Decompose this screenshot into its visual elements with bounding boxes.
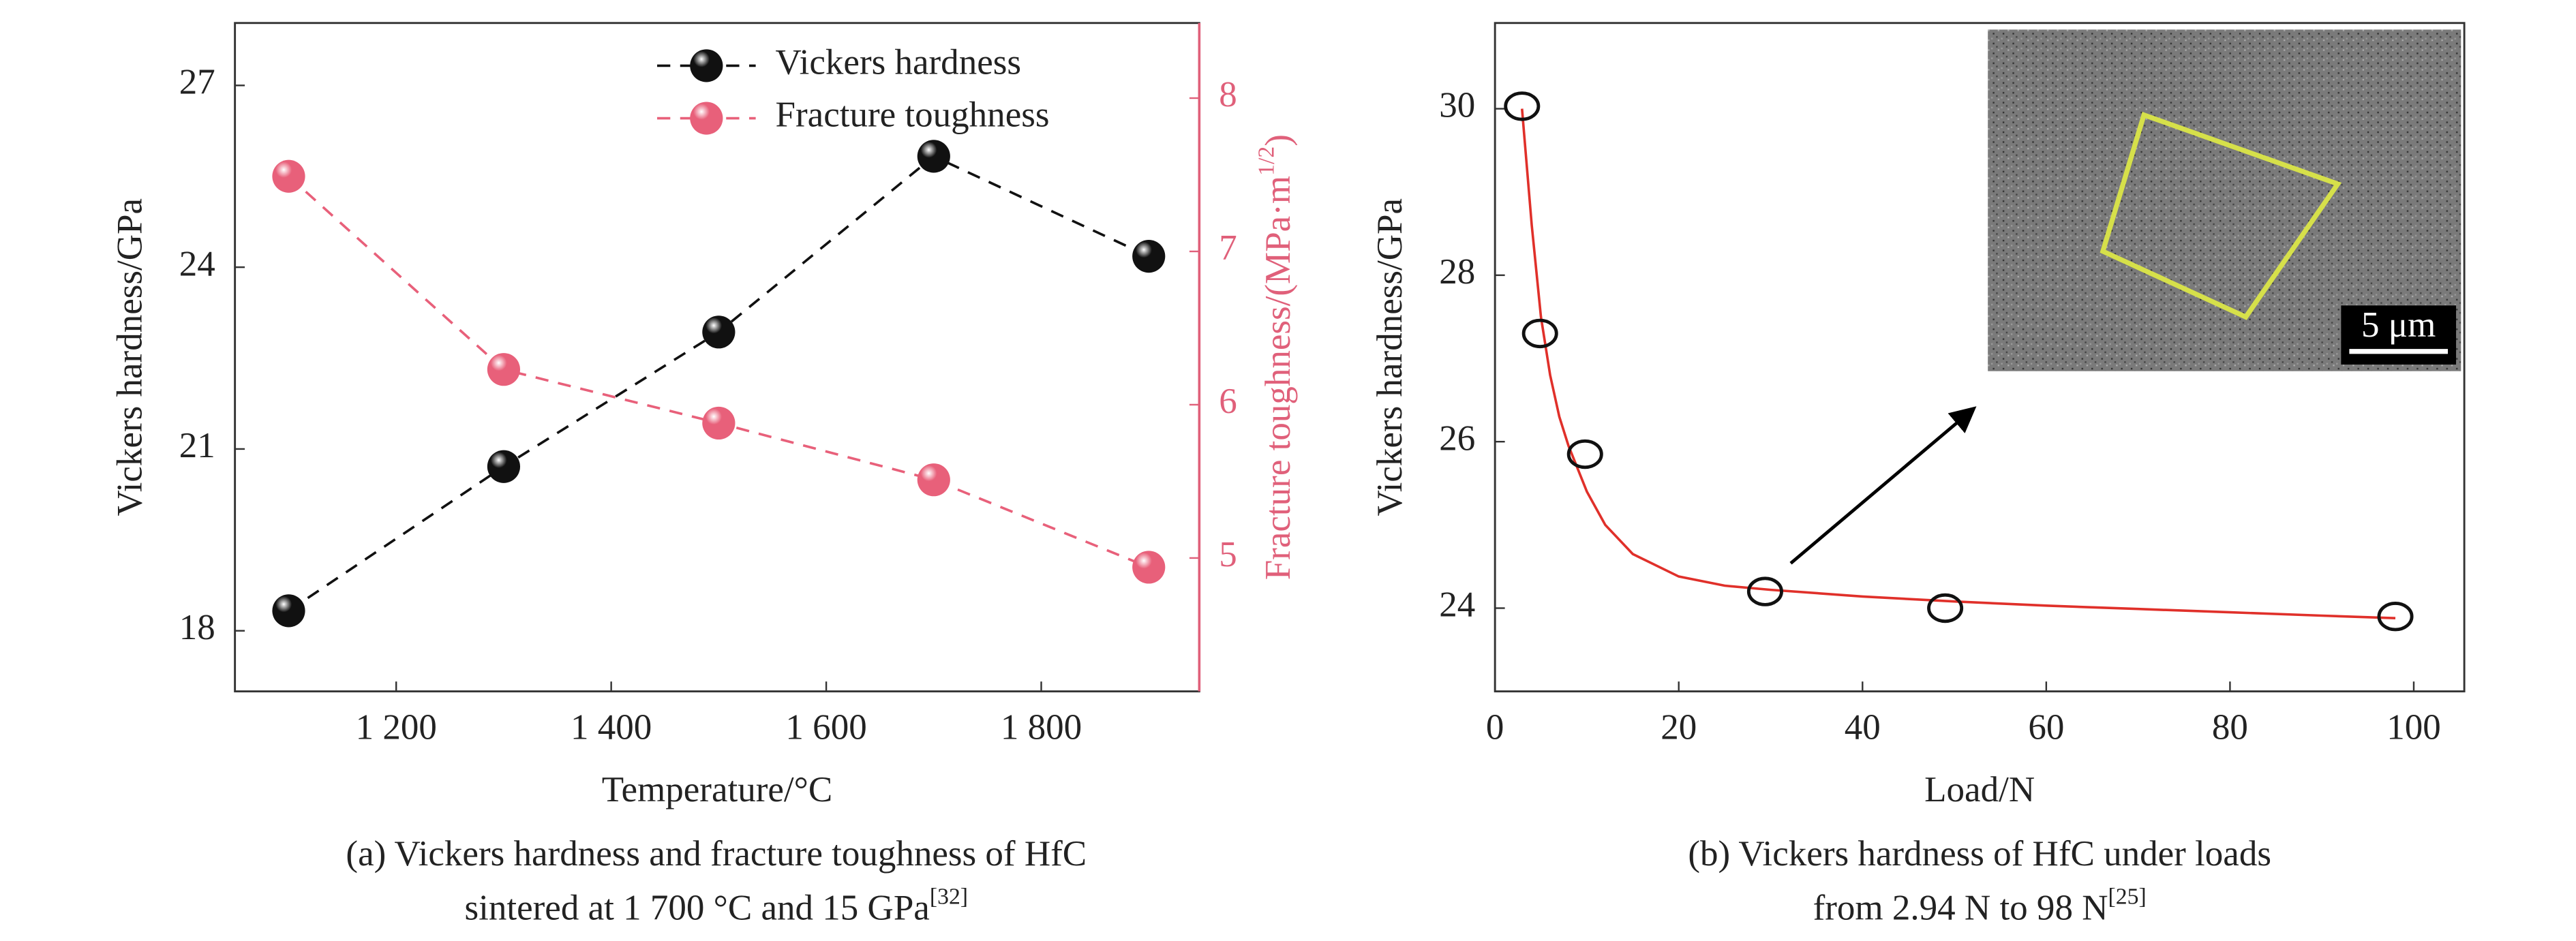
series-line: [288, 155, 1149, 612]
caption-line: (b) Vickers hardness of HfC under loads: [1688, 834, 2271, 874]
y2-axis-label-end: ): [1258, 134, 1298, 146]
point: [1504, 91, 1541, 121]
x-axis-label: Load/N: [1924, 770, 2035, 809]
y-tick-label: 27: [179, 63, 215, 102]
y-axis-label: Vickers hardness/GPa: [110, 198, 149, 516]
point: [272, 594, 305, 628]
series-line: [288, 175, 1149, 569]
x-tick-label: 1 800: [1001, 708, 1082, 747]
point: [1566, 439, 1603, 469]
caption-line: sintered at 1 700 °C and 15 GPa[32]: [465, 884, 969, 928]
scale-bar-label: 5 μm: [2361, 305, 2436, 345]
x-axis-label: Temperature/°C: [602, 770, 832, 809]
point: [917, 463, 950, 497]
x-tick-label: 100: [2386, 708, 2441, 747]
y2-axis-label-main: Fracture toughness/(MPa·m: [1258, 176, 1298, 580]
y2-axis-label-sup: 1/2: [1254, 146, 1279, 176]
y2-tick-label: 6: [1219, 382, 1237, 421]
x-tick-label: 1 200: [356, 708, 437, 747]
legend-marker: [690, 49, 723, 82]
x-tick-label: 40: [1845, 708, 1881, 747]
point: [1746, 576, 1783, 606]
fit-line: [1520, 108, 2396, 619]
y-tick-label: 18: [179, 608, 215, 647]
x-tick-label: 1 600: [785, 708, 866, 747]
caption-text: from 2.94 N to 98 N: [1813, 889, 2108, 928]
legend-label: Fracture toughness: [776, 95, 1050, 135]
x-tick-label: 60: [2028, 708, 2064, 747]
point: [917, 140, 950, 173]
point: [487, 450, 521, 483]
y2-tick-label: 7: [1219, 228, 1237, 268]
y-tick-label: 28: [1439, 252, 1475, 292]
y-axis-label: Vickers hardness/GPa: [1370, 198, 1410, 516]
indent-outline: [2100, 112, 2342, 320]
y-tick-label: 21: [179, 426, 215, 465]
caption-ref: [25]: [2108, 884, 2147, 909]
y-tick-label: 30: [1439, 86, 1475, 125]
point: [1132, 240, 1166, 273]
point: [2377, 602, 2414, 632]
point: [1927, 593, 1964, 623]
caption-text: sintered at 1 700 °C and 15 GPa: [465, 889, 930, 928]
y2-tick-label: 5: [1219, 535, 1237, 574]
arrow: [1789, 406, 1977, 565]
point: [702, 315, 736, 349]
x-tick-label: 20: [1661, 708, 1697, 747]
legend-label: Vickers hardness: [776, 43, 1021, 82]
point: [702, 406, 736, 440]
caption-ref: [32]: [930, 884, 968, 909]
point: [1132, 551, 1166, 584]
x-tick-label: 0: [1486, 708, 1504, 747]
x-tick-label: 1 400: [571, 708, 652, 747]
caption-line: (a) Vickers hardness and fracture toughn…: [346, 834, 1087, 874]
point: [1521, 318, 1558, 349]
y-tick-label: 26: [1439, 418, 1475, 458]
scale-bar-box: [2341, 305, 2457, 365]
y2-axis-label: Fracture toughness/(MPa·m1/2): [1254, 134, 1298, 580]
x-tick-label: 80: [2212, 708, 2248, 747]
point: [272, 159, 305, 193]
inset: 5 μm: [1789, 29, 2461, 565]
y-tick-label: 24: [1439, 585, 1475, 625]
y-tick-label: 24: [179, 244, 215, 283]
legend-marker: [690, 102, 723, 135]
y2-tick-label: 8: [1219, 75, 1237, 114]
point: [487, 353, 521, 386]
plot-frame: [1494, 22, 2466, 693]
caption-line: from 2.94 N to 98 N[25]: [1813, 884, 2147, 928]
